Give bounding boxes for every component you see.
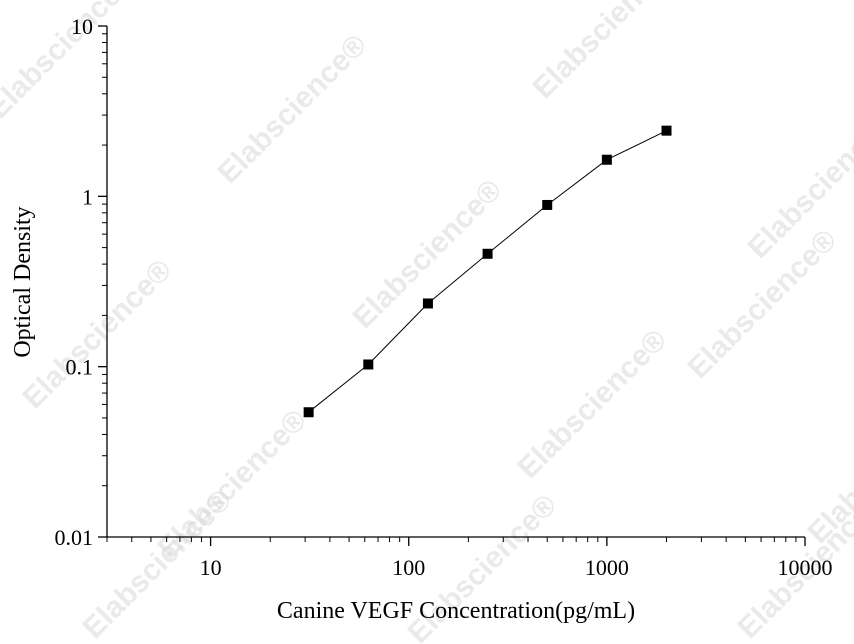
watermark-text: Elabscience® xyxy=(527,0,689,105)
data-point xyxy=(542,199,553,210)
watermark-text: Elabscience® xyxy=(512,323,674,485)
y-tick-label: 0.1 xyxy=(66,355,94,380)
x-tick-label: 10 xyxy=(200,555,222,580)
data-point xyxy=(303,407,314,418)
tick-layer: 10 100 1000 10000 0.01 0.1 1 10 xyxy=(55,14,833,580)
x-axis-title: Canine VEGF Concentration(pg/mL) xyxy=(277,598,635,624)
series-layer xyxy=(303,125,672,418)
axes xyxy=(106,26,805,538)
data-point xyxy=(661,125,672,136)
data-point xyxy=(601,154,612,165)
x-tick-label: 100 xyxy=(392,555,425,580)
y-axis-title: Optical Density xyxy=(10,206,36,357)
data-point xyxy=(422,298,433,309)
x-tick-label: 10000 xyxy=(778,555,833,580)
data-point xyxy=(482,248,493,259)
watermark-text: Elabscience® xyxy=(212,28,374,190)
x-tick-label: 1000 xyxy=(585,555,629,580)
watermark-text: Elabscience® xyxy=(17,253,179,415)
y-tick-label: 1 xyxy=(82,184,93,209)
y-tick-label: 0.01 xyxy=(55,525,94,550)
y-tick-label: 10 xyxy=(71,14,93,39)
data-point xyxy=(363,359,374,370)
